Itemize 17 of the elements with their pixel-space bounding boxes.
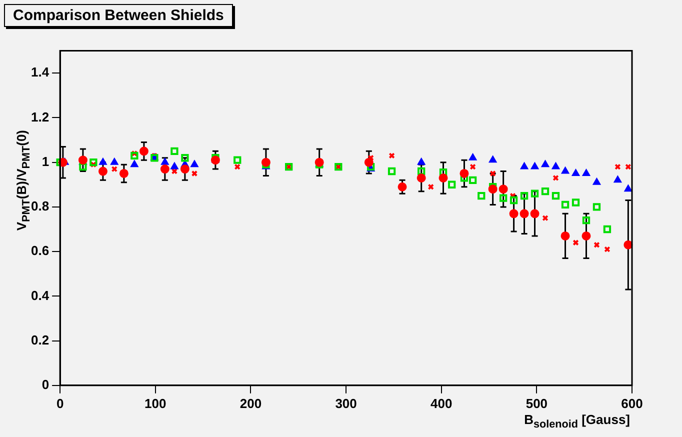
y-tick-label: 0 (42, 376, 50, 392)
x-tick-label: 600 (621, 396, 643, 411)
x-tick-label: 500 (526, 396, 548, 411)
y-tick-label: 1 (42, 154, 50, 169)
x-tick-label: 100 (144, 396, 166, 411)
chart-title: Comparison Between Shields (4, 4, 233, 27)
y-tick-label: 1.2 (30, 109, 50, 124)
y-tick-label: 0.4 (30, 288, 50, 303)
x-tick-label: 300 (335, 396, 357, 411)
x-axis-title: B$_{solenoid}$ [Gauss] (524, 412, 630, 431)
y-tick-label: 1.4 (30, 64, 50, 80)
y-tick-label: 0.6 (30, 243, 50, 258)
x-tick-label: 200 (240, 396, 262, 411)
x-tick-label: 400 (430, 396, 452, 411)
x-tick-label: 0 (56, 396, 64, 411)
y-tick-label: 0.2 (30, 332, 50, 348)
y-tick-label: 0.8 (30, 198, 50, 214)
